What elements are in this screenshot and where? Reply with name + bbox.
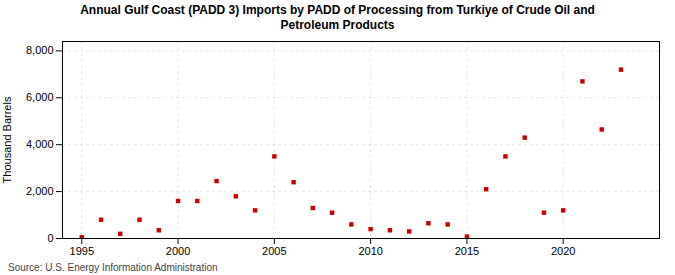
html-text:Annual Gulf Coast (PADD 3) Imp: Annual Gulf Coast (PADD 3) Imports by PA… <box>80 3 595 32</box>
svg-text:2010: 2010 <box>358 245 382 257</box>
svg-text:2,000: 2,000 <box>26 185 54 197</box>
svg-text:8,000: 8,000 <box>26 44 54 56</box>
svg-text:0: 0 <box>47 232 53 244</box>
html-text:Source: U.S. Energy Informatio: Source: U.S. Energy Information Administ… <box>8 262 218 273</box>
svg-text:2005: 2005 <box>262 245 286 257</box>
svg-text:1995: 1995 <box>70 245 94 257</box>
svg-text:Thousand Barrels: Thousand Barrels <box>1 96 13 183</box>
svg-text:4,000: 4,000 <box>26 138 54 150</box>
svg-text:2020: 2020 <box>551 245 575 257</box>
svg-text:2000: 2000 <box>166 245 190 257</box>
svg-text:6,000: 6,000 <box>26 91 54 103</box>
svg-text:2015: 2015 <box>455 245 479 257</box>
